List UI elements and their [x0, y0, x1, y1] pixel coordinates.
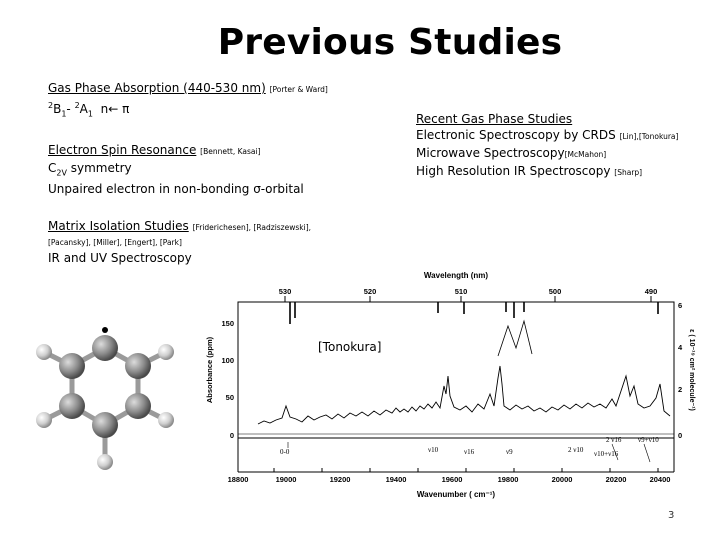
recent-refs-crds: [Lin],[Tonokura] — [619, 132, 679, 141]
bottom-tick: 19200 — [330, 475, 351, 484]
recent-item-crds: Electronic Spectroscopy by CRDS — [416, 128, 616, 142]
gas-phase-block: Gas Phase Absorption (440-530 nm) [Porte… — [48, 80, 328, 122]
assignment-label: ν10+ν16 — [594, 450, 619, 458]
esr-heading: Electron Spin Resonance — [48, 143, 197, 157]
bottom-tick: 19600 — [442, 475, 463, 484]
assignment-label: ν9+ν10 — [638, 436, 659, 444]
gas-phase-refs: [Porter & Ward] — [269, 85, 328, 94]
recent-item-ir: High Resolution IR Spectroscopy — [416, 164, 611, 178]
left-tick: 50 — [226, 393, 234, 402]
left-axis-title: Absorbance (ppm) — [205, 336, 214, 403]
bottom-tick: 20400 — [650, 475, 671, 484]
matrix-heading: Matrix Isolation Studies — [48, 219, 189, 233]
top-tick: 520 — [364, 287, 377, 296]
esr-block: Electron Spin Resonance [Bennett, Kasai]… — [48, 142, 304, 197]
left-tick: 0 — [230, 431, 234, 440]
absorption-spectrum-figure: Wavelength (nm) 530 520 510 500 490 0 50… — [198, 266, 700, 516]
right-tick: 6 — [678, 301, 682, 310]
right-tick: 4 — [678, 343, 683, 352]
top-tick: 510 — [455, 287, 468, 296]
matrix-refs-2: [Pacansky], [Miller], [Engert], [Park] — [48, 238, 182, 247]
bottom-tick: 18800 — [228, 475, 249, 484]
esr-refs: [Bennett, Kasai] — [200, 147, 261, 156]
unpaired-electron-line: Unpaired electron in non-bonding σ-orbit… — [48, 182, 304, 197]
bottom-tick: 20000 — [552, 475, 573, 484]
left-tick: 100 — [221, 356, 234, 365]
page-number: 3 — [668, 510, 675, 521]
assignment-label: ν10 — [428, 446, 439, 454]
recent-refs-microwave: [McMahon] — [564, 150, 607, 159]
recent-item-microwave: Microwave Spectroscopy — [416, 146, 565, 160]
top-tick: 500 — [549, 287, 562, 296]
slide-title: Previous Studies — [217, 22, 563, 63]
bottom-tick: 19800 — [498, 475, 519, 484]
symmetry-line: C2V symmetry — [48, 161, 132, 178]
assignment-label: 0-0 — [280, 448, 290, 456]
recent-refs-ir: [Sharp] — [614, 168, 643, 177]
assignment-label: 2 ν16 — [606, 436, 622, 444]
assignment-label: ν9 — [506, 448, 513, 456]
figure-citation: [Tonokura] — [318, 340, 382, 354]
assignment-label: 2 ν10 — [568, 446, 584, 454]
bottom-tick: 20200 — [606, 475, 627, 484]
right-tick: 2 — [678, 385, 682, 394]
matrix-block: Matrix Isolation Studies [Friderichesen]… — [48, 218, 311, 266]
top-tick: 530 — [279, 287, 292, 296]
top-axis-title: Wavelength (nm) — [424, 271, 488, 280]
matrix-line: IR and UV Spectroscopy — [48, 251, 192, 265]
transition-line: 2B1- 2A1 n← π — [48, 101, 130, 119]
left-tick: 150 — [221, 319, 234, 328]
phenyl-radical-molecule-image — [36, 327, 174, 470]
top-tick: 490 — [645, 287, 658, 296]
recent-studies-block: Recent Gas Phase Studies Electronic Spec… — [416, 111, 678, 181]
assignment-label: ν16 — [464, 448, 475, 456]
recent-heading: Recent Gas Phase Studies — [416, 112, 573, 126]
bottom-axis-title: Wavenumber ( cm⁻¹) — [417, 490, 495, 499]
bottom-tick: 19000 — [276, 475, 297, 484]
bottom-tick: 19400 — [386, 475, 407, 484]
right-axis-title: ε ( 10⁻¹⁹ cm² molecule⁻¹) — [688, 329, 695, 411]
right-tick: 0 — [678, 431, 682, 440]
gas-phase-heading: Gas Phase Absorption (440-530 nm) — [48, 81, 266, 95]
matrix-refs-1: [Friderichesen], [Radziszewski], — [192, 223, 312, 232]
